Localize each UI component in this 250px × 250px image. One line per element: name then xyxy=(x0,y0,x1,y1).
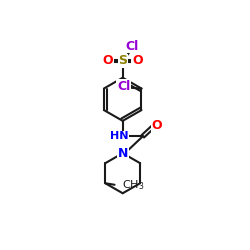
Text: O: O xyxy=(103,54,113,67)
Text: S: S xyxy=(118,54,127,67)
Text: O: O xyxy=(132,54,143,67)
Text: Cl: Cl xyxy=(117,80,130,93)
Text: HN: HN xyxy=(110,131,129,141)
Text: Cl: Cl xyxy=(126,40,138,53)
Text: N: N xyxy=(118,147,128,160)
Text: O: O xyxy=(152,119,162,132)
Text: CH$_3$: CH$_3$ xyxy=(122,178,145,192)
